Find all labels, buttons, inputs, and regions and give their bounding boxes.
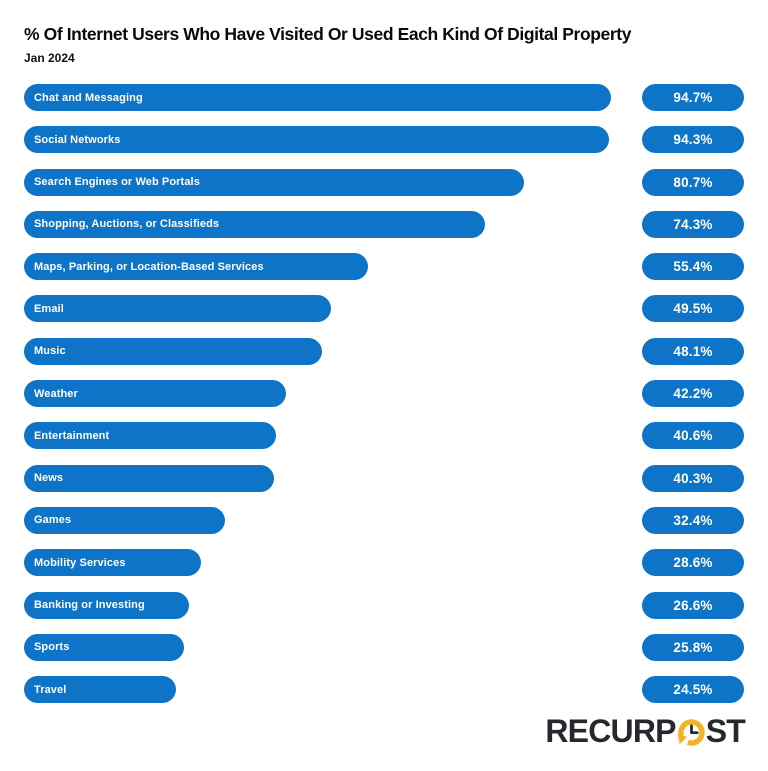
category-bar: Email: [24, 295, 331, 323]
value-badge: 25.8%: [642, 633, 744, 661]
logo-text-right: ST: [705, 713, 746, 750]
category-bar: Banking or Investing: [24, 591, 189, 619]
value-badge: 24.5%: [642, 676, 744, 704]
value-badge: 80.7%: [642, 168, 744, 196]
category-bar: Music: [24, 337, 323, 365]
category-bar: Weather: [24, 380, 286, 408]
value-badge: 94.7%: [642, 84, 744, 111]
chart-row: Weather 42.2%: [24, 380, 744, 408]
chart-row: Chat and Messaging 94.7%: [24, 84, 744, 111]
page-title: % Of Internet Users Who Have Visited Or …: [24, 24, 632, 44]
bar-label: Mobility Services: [34, 556, 126, 569]
bar-label: Travel: [34, 683, 67, 696]
chart-row: Social Networks 94.3%: [24, 126, 744, 154]
logo-text-left: RECURP: [545, 713, 676, 750]
category-bar: Search Engines or Web Portals: [24, 168, 525, 196]
bar-label: Sports: [34, 641, 70, 654]
bar-label: Entertainment: [34, 429, 110, 442]
chart-row: Sports 25.8%: [24, 633, 744, 661]
value-badge: 40.3%: [642, 464, 744, 492]
chart-row: Travel 24.5%: [24, 676, 744, 704]
chart-row: Email 49.5%: [24, 295, 744, 323]
value-badge: 74.3%: [642, 210, 744, 238]
category-bar: Social Networks: [24, 126, 609, 154]
chart-row: Mobility Services 28.6%: [24, 549, 744, 577]
category-bar: Maps, Parking, or Location-Based Service…: [24, 253, 368, 281]
category-bar: Mobility Services: [24, 549, 202, 577]
category-bar: Chat and Messaging: [24, 84, 612, 111]
bar-label: Weather: [34, 387, 78, 400]
category-bar: Travel: [24, 676, 176, 704]
value-badge: 49.5%: [642, 295, 744, 323]
bar-chart: Chat and Messaging 94.7% Social Networks 94…: [0, 84, 768, 704]
chart-row: Games 32.4%: [24, 506, 744, 534]
chart-row: Entertainment 40.6%: [24, 422, 744, 450]
bar-label: Shopping, Auctions, or Classifieds: [34, 218, 220, 231]
bar-label: Games: [34, 514, 72, 527]
value-badge: 55.4%: [642, 253, 744, 281]
bar-label: Banking or Investing: [34, 599, 145, 612]
category-bar: News: [24, 464, 274, 492]
clock-history-icon: [677, 719, 705, 746]
recurpost-logo: RECURP ST: [545, 712, 745, 750]
footer: RECURP ST: [0, 703, 768, 750]
category-bar: Shopping, Auctions, or Classifieds: [24, 210, 485, 238]
chart-row: Shopping, Auctions, or Classifieds 74.3%: [24, 210, 744, 238]
bar-label: Search Engines or Web Portals: [34, 176, 200, 189]
category-bar: Entertainment: [24, 422, 276, 450]
bar-label: Music: [34, 345, 66, 358]
value-badge: 94.3%: [642, 126, 744, 154]
bar-label: Email: [34, 302, 64, 315]
value-badge: 28.6%: [642, 549, 744, 577]
category-bar: Sports: [24, 633, 184, 661]
chart-row: Search Engines or Web Portals 80.7%: [24, 168, 744, 196]
chart-header: % Of Internet Users Who Have Visited Or …: [0, 0, 768, 65]
category-bar: Games: [24, 506, 225, 534]
chart-row: Music 48.1%: [24, 337, 744, 365]
value-badge: 42.2%: [642, 380, 744, 408]
value-badge: 40.6%: [642, 422, 744, 450]
bar-label: Chat and Messaging: [34, 91, 143, 104]
page-subtitle: Jan 2024: [24, 51, 75, 65]
value-badge: 32.4%: [642, 506, 744, 534]
chart-row: Banking or Investing 26.6%: [24, 591, 744, 619]
chart-row: Maps, Parking, or Location-Based Service…: [24, 253, 744, 281]
bar-label: Social Networks: [34, 133, 121, 146]
value-badge: 48.1%: [642, 337, 744, 365]
bar-label: Maps, Parking, or Location-Based Service…: [34, 260, 264, 273]
bar-label: News: [34, 472, 64, 485]
value-badge: 26.6%: [642, 591, 744, 619]
chart-row: News 40.3%: [24, 464, 744, 492]
